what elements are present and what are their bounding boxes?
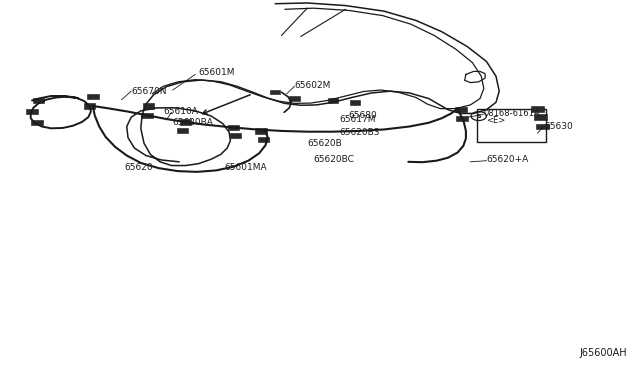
Polygon shape (33, 98, 44, 103)
Text: 65620B: 65620B (307, 139, 342, 148)
Text: 65620BC: 65620BC (314, 155, 355, 164)
Text: 65602M: 65602M (294, 81, 331, 90)
Polygon shape (230, 133, 241, 138)
Bar (477, 109, 546, 142)
Polygon shape (456, 116, 468, 121)
Text: 65630: 65630 (544, 122, 573, 131)
Text: 65620BA: 65620BA (173, 118, 214, 127)
Text: 65670N: 65670N (131, 87, 166, 96)
Polygon shape (328, 98, 338, 103)
Text: S: S (476, 113, 481, 119)
Text: 65610A: 65610A (163, 107, 198, 116)
Text: 65617M: 65617M (339, 115, 376, 124)
Text: 08168-6161A: 08168-6161A (483, 109, 540, 118)
Polygon shape (143, 103, 154, 109)
Text: J65600AH: J65600AH (580, 349, 627, 358)
Polygon shape (536, 124, 549, 129)
Polygon shape (455, 107, 467, 112)
Text: 65601M: 65601M (198, 68, 235, 77)
Polygon shape (180, 119, 191, 125)
Polygon shape (26, 109, 38, 114)
Polygon shape (87, 94, 99, 99)
Text: 65601MA: 65601MA (224, 163, 267, 172)
Polygon shape (141, 113, 153, 118)
Polygon shape (31, 120, 43, 125)
Text: 65620: 65620 (125, 163, 154, 172)
Polygon shape (177, 128, 188, 133)
Polygon shape (289, 96, 300, 101)
Polygon shape (258, 137, 269, 142)
Polygon shape (255, 128, 267, 134)
Polygon shape (350, 100, 360, 105)
Text: 65620B3: 65620B3 (339, 128, 380, 137)
Polygon shape (84, 103, 95, 109)
Text: 65680: 65680 (349, 111, 378, 120)
Polygon shape (228, 125, 239, 130)
Polygon shape (534, 114, 547, 120)
Polygon shape (270, 90, 280, 94)
Text: 65620+A: 65620+A (486, 155, 529, 164)
Text: <E>: <E> (486, 116, 506, 125)
Polygon shape (531, 106, 544, 112)
